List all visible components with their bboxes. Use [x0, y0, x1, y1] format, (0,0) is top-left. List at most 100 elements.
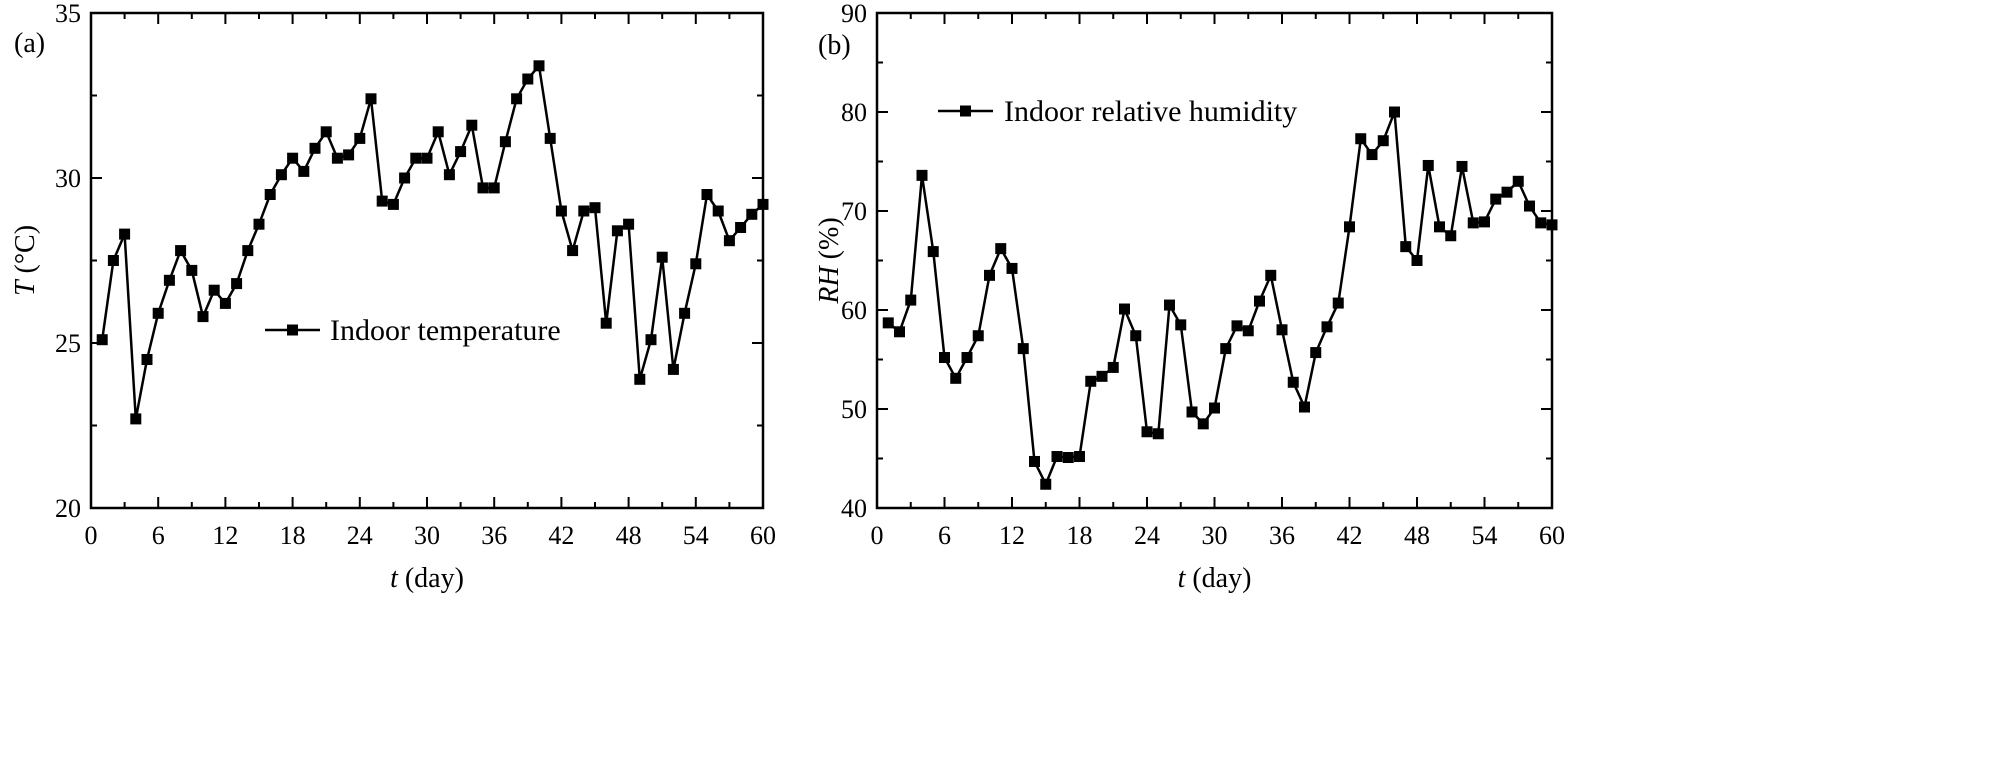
data-point: [455, 146, 467, 158]
data-point: [197, 311, 209, 323]
data-point: [365, 93, 377, 105]
data-point: [466, 119, 478, 131]
data-point: [667, 363, 679, 375]
data-point: [1062, 452, 1074, 464]
data-point: [950, 372, 962, 384]
data-point: [1152, 428, 1164, 440]
data-point: [746, 208, 758, 220]
data-point: [186, 264, 198, 276]
data-point: [231, 278, 243, 290]
data-point: [1276, 324, 1288, 336]
x-axis-label-variable: t: [390, 563, 399, 594]
data-point: [331, 152, 343, 164]
data-point: [1006, 262, 1018, 274]
y-axis-label-unit: (%): [814, 217, 845, 266]
data-point: [984, 269, 995, 281]
x-tick-label: 48: [1404, 521, 1430, 550]
data-point: [1017, 343, 1029, 355]
data-point: [882, 317, 894, 329]
data-point: [343, 149, 355, 161]
data-point: [679, 307, 691, 319]
data-point: [1107, 361, 1119, 373]
x-tick-label: 12: [212, 521, 238, 550]
data-point: [1096, 370, 1108, 382]
data-point: [544, 132, 556, 144]
data-point: [1164, 299, 1175, 311]
data-point: [1197, 418, 1209, 430]
x-tick-label: 36: [481, 521, 507, 550]
data-point: [757, 198, 769, 210]
data-point: [253, 218, 265, 230]
y-axis-label-variable: RH: [814, 265, 845, 305]
data-point: [264, 189, 276, 200]
y-axis-label-variable: T: [10, 278, 41, 296]
data-point: [163, 274, 175, 286]
data-point: [1445, 230, 1457, 242]
y-tick-label: 90: [841, 0, 867, 28]
y-tick-label: 40: [841, 494, 867, 523]
data-point: [1321, 321, 1333, 333]
data-point: [578, 205, 590, 217]
data-point: [354, 132, 366, 144]
data-point: [701, 189, 713, 200]
x-tick-label: 42: [548, 521, 574, 550]
y-tick-label: 80: [841, 98, 867, 127]
data-point: [1029, 455, 1040, 467]
x-tick-label: 36: [1269, 521, 1295, 550]
data-point: [1434, 221, 1445, 233]
temperature-chart: (a) 0 6 12 18 24 30 36 42 48 54 60 20 25 30 35 t (day)…: [10, 0, 776, 594]
data-point: [387, 198, 399, 210]
data-point: [1119, 303, 1130, 315]
data-point: [242, 245, 254, 257]
data-point: [690, 258, 702, 270]
data-point: [1130, 330, 1142, 342]
panel-label: (a): [14, 28, 45, 59]
data-point: [916, 169, 928, 181]
data-point: [488, 182, 500, 194]
data-point: [1400, 241, 1412, 253]
legend: Indoor relative humidity: [938, 95, 1297, 128]
plot-frame: [875, 11, 1554, 510]
data-point: [905, 294, 917, 306]
data-point: [611, 225, 623, 237]
data-point: [1231, 320, 1243, 332]
data-point: [894, 326, 905, 338]
data-point: [645, 334, 657, 346]
data-point: [533, 60, 545, 72]
data-point: [175, 245, 187, 257]
x-axis-label: t (day): [1178, 563, 1252, 594]
x-tick-label: 30: [414, 521, 440, 550]
data-point: [995, 243, 1007, 255]
y-tick-label: 30: [55, 164, 81, 193]
data-point: [1512, 175, 1524, 187]
data-point: [1141, 426, 1153, 438]
data-point: [589, 202, 601, 214]
data-point: [1175, 319, 1187, 331]
x-axis-label: t (day): [390, 563, 464, 594]
x-axis-label-unit: (day): [1185, 563, 1251, 594]
data-point: [1040, 478, 1052, 490]
data-point: [320, 126, 332, 138]
data-point: [432, 126, 444, 138]
data-point: [522, 73, 534, 85]
data-point: [1265, 269, 1277, 281]
x-tick-label: 12: [999, 521, 1025, 550]
data-point: [130, 413, 142, 425]
x-tick-label: 18: [280, 521, 306, 550]
tick-labels: 0 6 12 18 24 30 36 42 48 54 60 20 25 30 35: [55, 0, 776, 550]
y-tick-label: 25: [55, 329, 81, 358]
data-point: [600, 317, 612, 329]
x-tick-label: 60: [1539, 521, 1565, 550]
x-tick-label: 60: [750, 521, 776, 550]
x-axis-label-unit: (day): [398, 563, 464, 594]
x-tick-label: 6: [938, 521, 951, 550]
data-point: [1411, 255, 1423, 266]
data-point: [1051, 451, 1063, 463]
data-point: [1074, 451, 1085, 463]
data-point: [1242, 325, 1254, 337]
data-point: [1310, 347, 1322, 359]
legend-label: Indoor relative humidity: [1004, 95, 1297, 128]
data-point: [399, 172, 411, 184]
data-point: [1254, 295, 1265, 307]
data-point: [939, 352, 950, 364]
